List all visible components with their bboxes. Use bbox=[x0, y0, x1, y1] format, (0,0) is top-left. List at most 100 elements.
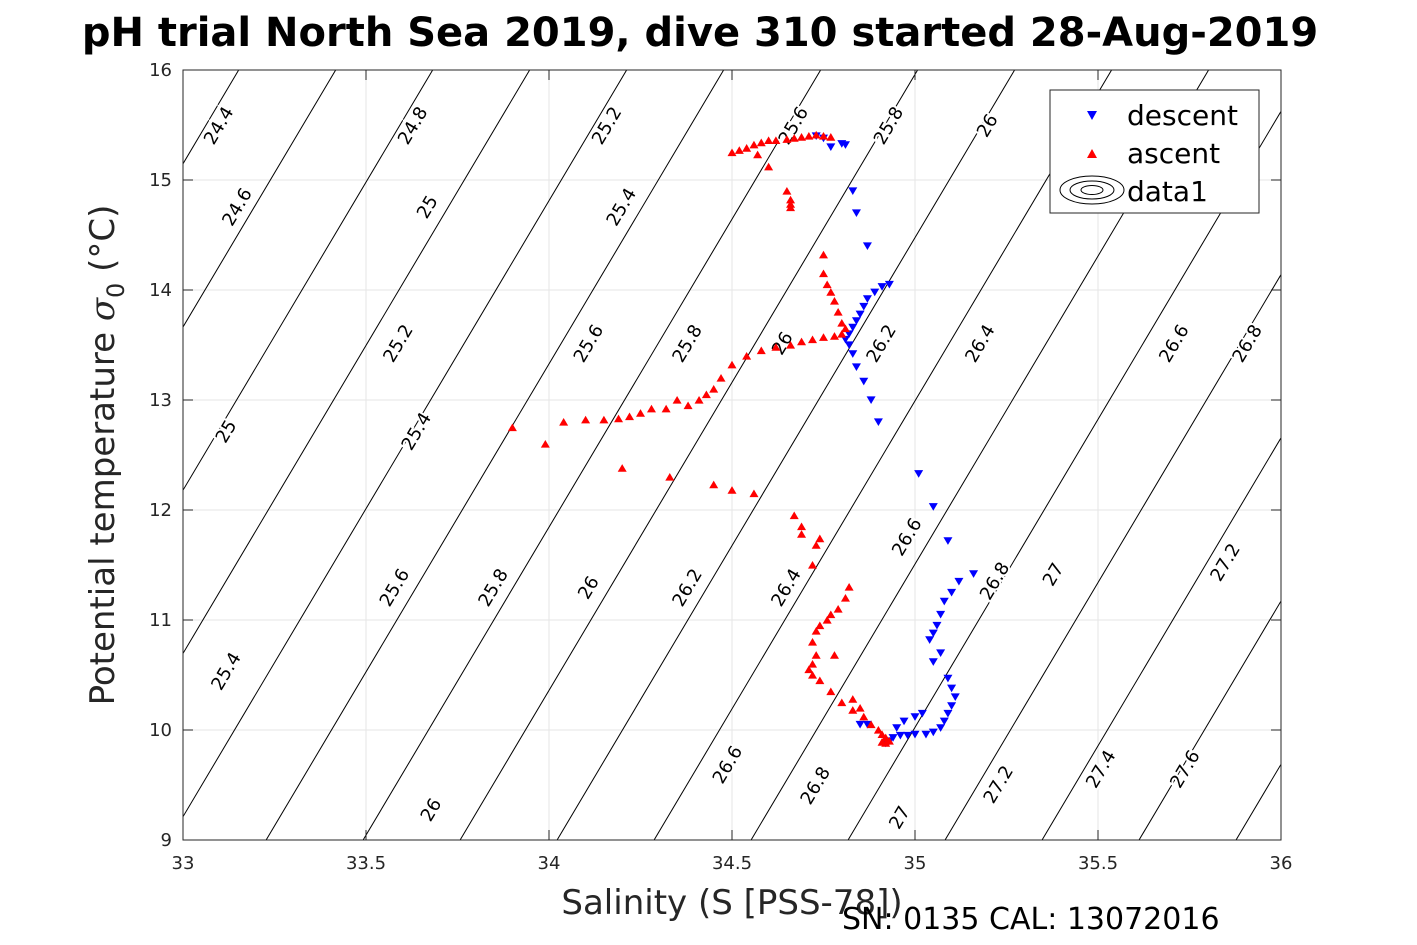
descent-point bbox=[928, 728, 938, 737]
ascent-point bbox=[873, 725, 883, 734]
y-tick-label: 11 bbox=[149, 610, 172, 631]
y-axis-label-sigma: σ bbox=[83, 297, 123, 321]
descent-point bbox=[954, 577, 964, 586]
ascent-point bbox=[727, 360, 737, 369]
ascent-point bbox=[815, 621, 825, 630]
x-tick-label: 35.5 bbox=[1078, 853, 1118, 874]
descent-point bbox=[936, 649, 946, 658]
descent-point bbox=[851, 363, 861, 372]
x-axis-label: Salinity (S [PSS-78]) bbox=[561, 883, 902, 923]
ascent-point bbox=[822, 615, 832, 624]
ascent-point bbox=[881, 739, 891, 747]
ascent-point bbox=[672, 395, 682, 404]
descent-point bbox=[892, 724, 902, 732]
descent-point bbox=[873, 418, 883, 427]
ascent-point bbox=[786, 340, 796, 349]
ascent-point bbox=[614, 414, 624, 423]
ascent-point bbox=[764, 136, 774, 144]
descent-point bbox=[862, 295, 872, 303]
ascent-point bbox=[764, 162, 774, 171]
ascent-point bbox=[866, 720, 876, 729]
ascent-point bbox=[808, 335, 818, 344]
ascent-point bbox=[646, 404, 656, 413]
ascent-point bbox=[808, 637, 818, 646]
descent-point bbox=[862, 242, 872, 251]
ascent-point bbox=[782, 135, 792, 143]
descent-point bbox=[848, 187, 858, 196]
isopycnal-25.8 bbox=[362, 70, 822, 840]
descent-point bbox=[928, 658, 938, 666]
ascent-point bbox=[599, 415, 609, 424]
ascent-point bbox=[727, 148, 737, 157]
descent-point bbox=[928, 629, 938, 638]
descent-point bbox=[969, 570, 979, 578]
ascent-point bbox=[507, 423, 517, 432]
ascent-point bbox=[804, 131, 814, 140]
descent-point bbox=[932, 621, 942, 630]
descent-point bbox=[848, 350, 858, 358]
descent-point bbox=[936, 724, 946, 732]
descent-point bbox=[844, 341, 854, 350]
ascent-point bbox=[789, 511, 799, 520]
ascent-point bbox=[855, 703, 865, 712]
isopycnal-25 bbox=[183, 70, 434, 492]
y-tick-label: 15 bbox=[149, 170, 172, 191]
ascent-point bbox=[815, 534, 825, 543]
ascent-point bbox=[829, 332, 839, 340]
ascent-point bbox=[808, 560, 818, 569]
descent-point bbox=[826, 143, 836, 152]
legend-contour-icon bbox=[1059, 175, 1125, 205]
ascent-point bbox=[811, 626, 821, 635]
isopycnal-27 bbox=[944, 273, 1281, 840]
ascent-point bbox=[811, 130, 821, 139]
x-axis-ticks: 33 33.5 34 34.5 35 35.5 36 bbox=[172, 70, 1292, 874]
isopycnal-27.6 bbox=[1235, 763, 1281, 840]
isopycnal-24.6 bbox=[183, 70, 240, 165]
y-tick-label: 12 bbox=[149, 500, 172, 521]
isopycnal-25.4 bbox=[183, 70, 628, 818]
ascent-point bbox=[716, 373, 726, 382]
ascent-point bbox=[786, 203, 796, 212]
ascent-point bbox=[694, 395, 704, 404]
ascent-point bbox=[789, 134, 799, 142]
legend-data1-label: data1 bbox=[1127, 175, 1208, 208]
y-tick-label: 16 bbox=[149, 60, 172, 81]
y-axis-label-unit: (°C) bbox=[83, 205, 123, 283]
ascent-point bbox=[683, 401, 693, 410]
ascent-point bbox=[822, 280, 832, 289]
descent-point bbox=[928, 503, 938, 511]
descent-point bbox=[844, 330, 854, 339]
chart-title: pH trial North Sea 2019, dive 310 starte… bbox=[82, 10, 1318, 56]
ascent-point bbox=[771, 343, 781, 351]
y-tick-label: 10 bbox=[149, 720, 172, 741]
descent-point bbox=[866, 396, 876, 405]
descent-point bbox=[859, 377, 869, 386]
ascent-point bbox=[797, 530, 807, 538]
legend-descent-marker bbox=[1087, 111, 1097, 120]
ascent-point bbox=[665, 472, 675, 481]
x-tick-label: 35 bbox=[904, 853, 927, 874]
ascent-point bbox=[753, 150, 763, 159]
descent-point bbox=[947, 684, 957, 693]
y-tick-label: 9 bbox=[161, 830, 172, 851]
ascent-point bbox=[742, 351, 752, 360]
ascent-point bbox=[636, 409, 645, 417]
y-tick-label: 14 bbox=[149, 280, 172, 301]
ascent-point bbox=[756, 138, 766, 147]
descent-point bbox=[870, 288, 880, 297]
ascent-point bbox=[786, 195, 796, 204]
ascent-point bbox=[826, 133, 836, 141]
descent-point bbox=[848, 323, 858, 332]
ascent-point bbox=[826, 687, 836, 696]
descent-point bbox=[840, 335, 850, 344]
descent-point bbox=[921, 730, 931, 739]
series-ascent bbox=[507, 130, 894, 747]
descent-point bbox=[936, 610, 946, 619]
descent-point bbox=[884, 280, 894, 289]
isopycnal-26 bbox=[459, 70, 919, 840]
x-tick-label: 34 bbox=[538, 853, 561, 874]
ascent-point bbox=[804, 665, 814, 674]
ascent-point bbox=[742, 144, 752, 152]
ascent-point bbox=[848, 706, 858, 714]
descent-point bbox=[855, 720, 865, 729]
